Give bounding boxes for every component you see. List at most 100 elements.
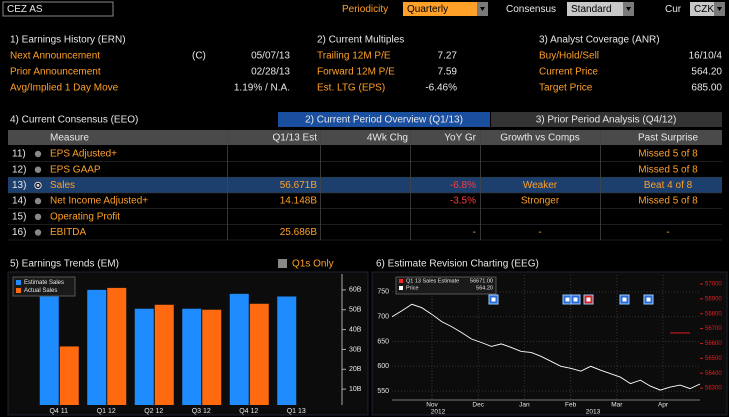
bar — [134, 308, 154, 405]
legend-value: 564.20 — [476, 285, 493, 291]
row-number: 13) — [12, 180, 26, 191]
summary-label: Buy/Hold/Sell — [539, 51, 599, 62]
legend-label: Q1 13 Sales Estimate — [406, 278, 459, 284]
row-radio[interactable] — [34, 166, 42, 173]
selected-row — [8, 177, 722, 194]
x-tick-label: Mar — [611, 402, 623, 409]
column-separator — [410, 130, 411, 240]
legend-swatch — [16, 288, 21, 293]
toggle-box[interactable] — [278, 259, 287, 268]
column-header: Growth vs Comps — [500, 133, 579, 144]
toggle-label: Q1s Only — [292, 259, 334, 270]
security-field[interactable] — [2, 1, 114, 17]
y-tick-label: 600 — [377, 363, 389, 370]
row-radio[interactable] — [34, 197, 42, 205]
row-line — [8, 176, 722, 178]
event-icon-glyph — [622, 297, 627, 302]
bar — [107, 287, 127, 405]
summary-value: 1.19% / N.A. — [234, 83, 290, 94]
bar — [249, 303, 269, 405]
x-tick-label: Dec — [472, 402, 484, 409]
row-number: 14) — [12, 196, 26, 207]
table-cell: Weaker — [523, 180, 558, 191]
tab: 3) Prior Period Analysis (Q4/12) — [536, 115, 677, 126]
table-cell: EBITDA — [50, 227, 86, 238]
table-header-bg — [8, 130, 722, 145]
table-cell: EPS Adjusted+ — [50, 149, 117, 160]
periodicity-dropdown-arrow — [480, 7, 485, 11]
x-tick-label: Q3 12 — [192, 408, 211, 415]
summary-title: 1) Earnings History (ERN) — [10, 35, 126, 46]
table-cell: - — [666, 227, 669, 238]
legend-label: Estimate Sales — [24, 280, 64, 286]
summary-label: Next Announcement — [10, 51, 100, 62]
tab-active[interactable] — [278, 112, 490, 127]
table-cell: EPS GAAP — [50, 164, 101, 175]
consensus-dropdown-arrow — [626, 7, 631, 11]
x-year-label: 2013 — [586, 409, 601, 416]
chart-title: 6) Estimate Revision Charting (EEG) — [376, 259, 539, 270]
legend-swatch — [399, 279, 403, 283]
y-tick-label: 10B — [349, 386, 362, 393]
table-cell: Beat 4 of 8 — [644, 180, 693, 191]
column-separator — [320, 130, 321, 240]
row-number: 16) — [12, 227, 26, 238]
column-header: YoY Gr — [444, 133, 476, 144]
summary-value: 564.20 — [691, 67, 722, 78]
cur-dropdown: CZK — [694, 4, 714, 15]
x-tick-label: Jan — [519, 402, 530, 409]
row-radio[interactable] — [34, 229, 42, 236]
event-icon-glyph — [573, 297, 578, 302]
y-tick-label: 50B — [349, 307, 362, 314]
x-year-label: 2012 — [431, 409, 446, 416]
x-tick-label: Feb — [565, 402, 577, 409]
summary-value: 16/10/4 — [689, 51, 723, 62]
summary-label: Trailing 12M P/E — [317, 51, 391, 62]
summary-value: 685.00 — [691, 83, 722, 94]
bar — [229, 293, 249, 405]
table-cell: -6.8% — [450, 180, 476, 191]
summary-label: Avg/Implied 1 Day Move — [10, 83, 119, 94]
x-tick-label: Q1 13 — [287, 408, 306, 415]
table-cell: Net Income Adjusted+ — [50, 196, 148, 207]
column-header: Measure — [50, 133, 89, 144]
x-tick-label: Q4 11 — [49, 408, 68, 415]
tab: 2) Current Period Overview (Q1/13) — [305, 115, 463, 126]
row-line — [8, 192, 722, 194]
table-cell: 14.148B — [280, 196, 318, 207]
summary-label: Prior Announcement — [10, 67, 101, 78]
table-cell: Missed 5 of 8 — [638, 164, 698, 175]
row-number: 12) — [12, 164, 26, 175]
cur-dropdown-arrow — [717, 7, 722, 11]
summary-value: 02/28/13 — [251, 67, 290, 78]
bar — [277, 296, 297, 405]
table-cell: Sales — [50, 180, 75, 191]
summary-value: 7.59 — [438, 67, 458, 78]
bar — [202, 309, 222, 405]
cur-label: Cur — [665, 4, 682, 15]
bar — [59, 346, 79, 405]
table-cell: 25.686B — [280, 227, 318, 238]
legend-label: Actual Sales — [24, 288, 57, 294]
summary-flag: (C) — [192, 51, 206, 62]
tab-inactive[interactable] — [491, 112, 722, 127]
bar — [154, 304, 174, 405]
periodicity-label: Periodicity — [342, 4, 388, 15]
x-tick-label: Q1 12 — [97, 408, 116, 415]
cur-dropdown-box[interactable] — [690, 2, 714, 16]
row-radio[interactable] — [34, 213, 42, 220]
periodicity-dropdown-box[interactable] — [403, 2, 477, 16]
y2-tick-label: 56300 — [705, 386, 722, 392]
periodicity-dropdown: Quarterly — [407, 4, 448, 15]
y2-tick-label: 56700 — [705, 326, 722, 332]
table-cell: Operating Profit — [50, 211, 120, 222]
x-tick-label: Apr — [658, 402, 669, 409]
y2-tick-label: 56400 — [705, 371, 722, 377]
event-icon-glyph — [565, 297, 570, 302]
row-line — [8, 161, 722, 162]
consensus-label: Consensus — [506, 4, 556, 15]
row-radio[interactable] — [34, 150, 42, 158]
consensus-dropdown-box[interactable] — [567, 2, 623, 16]
